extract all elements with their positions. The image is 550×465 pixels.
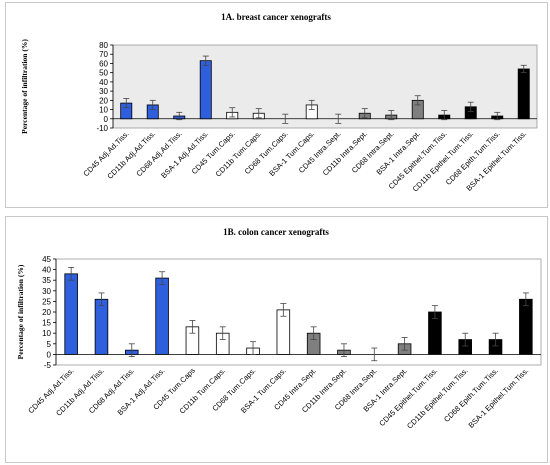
chart-colon-svg: 1B. colon cancer xenografts Percentage of…: [16, 227, 542, 431]
chart-title: 1B. colon cancer xenografts: [223, 227, 329, 237]
x-tick-label: CD11b Tum.Caps.: [214, 129, 264, 179]
y-tick-label: 15: [42, 319, 51, 328]
y-tick-label: 70: [99, 50, 108, 59]
x-tick-label: CD45 Epithel.Tum.Tiss.: [377, 366, 439, 428]
y-tick-label: 80: [99, 41, 108, 50]
y-tick-label: 0: [104, 115, 109, 124]
y-tick-label: 35: [42, 276, 51, 285]
chart-panel-breast: 1A. breast cancer xenografts Percentage o…: [5, 2, 548, 208]
bar: [64, 273, 78, 355]
chart-panel-colon: 1B. colon cancer xenografts Percentage of…: [5, 216, 548, 463]
y-tick-label: 60: [99, 59, 108, 68]
x-tick-label: CD68 Epith.Tum.Tiss.: [442, 366, 500, 424]
y-tick-label: 45: [42, 255, 51, 264]
y-tick-label: 5: [47, 340, 52, 349]
x-tick-label: BSA-1 Epithel.Tum.Tiss.: [467, 366, 531, 430]
y-tick-label: 40: [42, 266, 51, 275]
y-tick-label: 20: [99, 96, 108, 105]
y-axis-label: Percentage of infiltration (%): [16, 264, 25, 359]
y-tick-label: 0: [47, 350, 52, 359]
y-tick-label: -10: [96, 124, 108, 133]
y-tick-label: 25: [42, 297, 51, 306]
bar: [519, 298, 533, 355]
x-tick-label: CD45 Adj.Ad.Tiss.: [81, 129, 130, 178]
bar: [94, 298, 109, 355]
x-tick-label: CD68 Adj.Ad.Tiss.: [134, 129, 183, 178]
bar: [155, 277, 169, 355]
chart-title: 1A. breast cancer xenografts: [221, 12, 331, 22]
chart-breast-svg: 1A. breast cancer xenografts Percentage o…: [20, 12, 538, 194]
y-axis-label: Percentage of infiltration (%): [20, 39, 29, 134]
x-tick-label: CD11b Adj.Ad.Tiss.: [105, 129, 157, 181]
y-tick-label: 20: [42, 308, 51, 317]
y-tick-label: -5: [44, 361, 52, 370]
y-tick-label: 30: [99, 87, 108, 96]
x-tick-label: BSA-1 Adj.Ad.Tiss.: [159, 129, 210, 180]
y-tick-label: 10: [42, 329, 51, 338]
y-tick-label: 50: [99, 69, 108, 78]
bar: [517, 68, 530, 120]
y-tick-label: 30: [42, 287, 51, 296]
bar: [199, 60, 212, 120]
y-tick-label: 10: [99, 106, 108, 115]
y-tick-label: 40: [99, 78, 108, 87]
